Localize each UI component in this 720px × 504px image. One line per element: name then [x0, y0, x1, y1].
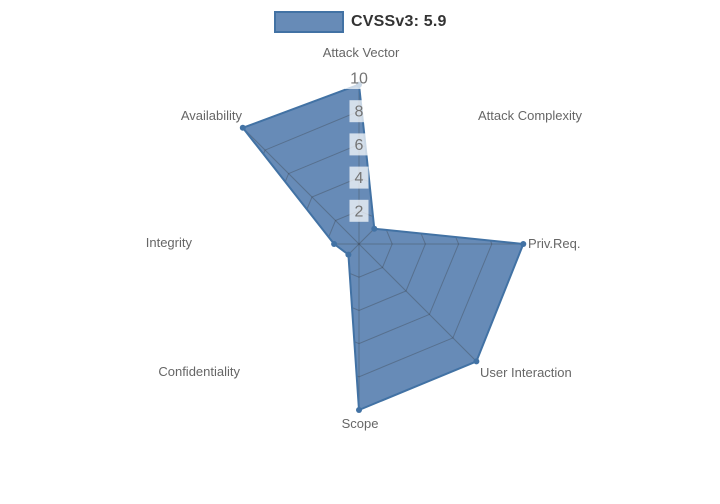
axis-label-integrity: Integrity: [146, 235, 193, 250]
tick-label-10: 10: [350, 71, 368, 88]
radar-series-point-4: [356, 407, 362, 413]
legend-label: CVSSv3: 5.9: [351, 13, 447, 30]
axis-label-scope: Scope: [342, 416, 379, 431]
radar-series-point-7: [239, 124, 246, 131]
tick-label-4: 4: [355, 170, 364, 187]
tick-backdrop-4: [349, 166, 369, 189]
axis-label-attack-complexity: Attack Complexity: [478, 108, 583, 123]
tick-backdrop-2: [349, 199, 369, 222]
axis-label-user-interaction: User Interaction: [480, 365, 572, 380]
tick-backdrop-8: [349, 100, 369, 123]
tick-backdrop-6: [349, 133, 369, 156]
grid-spoke-3: [358, 243, 477, 362]
tick-label-6: 6: [355, 137, 364, 154]
radar-series-point-1: [371, 225, 378, 232]
radar-series-point-3: [473, 358, 480, 365]
axis-label-confidentiality: Confidentiality: [158, 364, 240, 379]
grid-spoke-7: [242, 126, 360, 245]
legend-swatch: [274, 11, 344, 33]
axis-label-priv-req: Priv.Req.: [528, 236, 581, 251]
tick-backdrop-10: [345, 67, 373, 89]
grid-spoke-5: [242, 243, 360, 362]
radar-series-fill: [242, 84, 524, 410]
legend-item[interactable]: CVSSv3: 5.9: [274, 10, 447, 34]
radar-series-point-5: [345, 251, 352, 258]
radar-series-point-2: [520, 241, 527, 247]
axis-label-availability: Availability: [181, 108, 243, 123]
tick-label-2: 2: [355, 203, 364, 220]
radar-series-point-6: [331, 241, 338, 247]
tick-label-8: 8: [355, 104, 364, 121]
grid-spoke-1: [358, 126, 477, 245]
axis-label-attack-vector: Attack Vector: [323, 45, 400, 60]
